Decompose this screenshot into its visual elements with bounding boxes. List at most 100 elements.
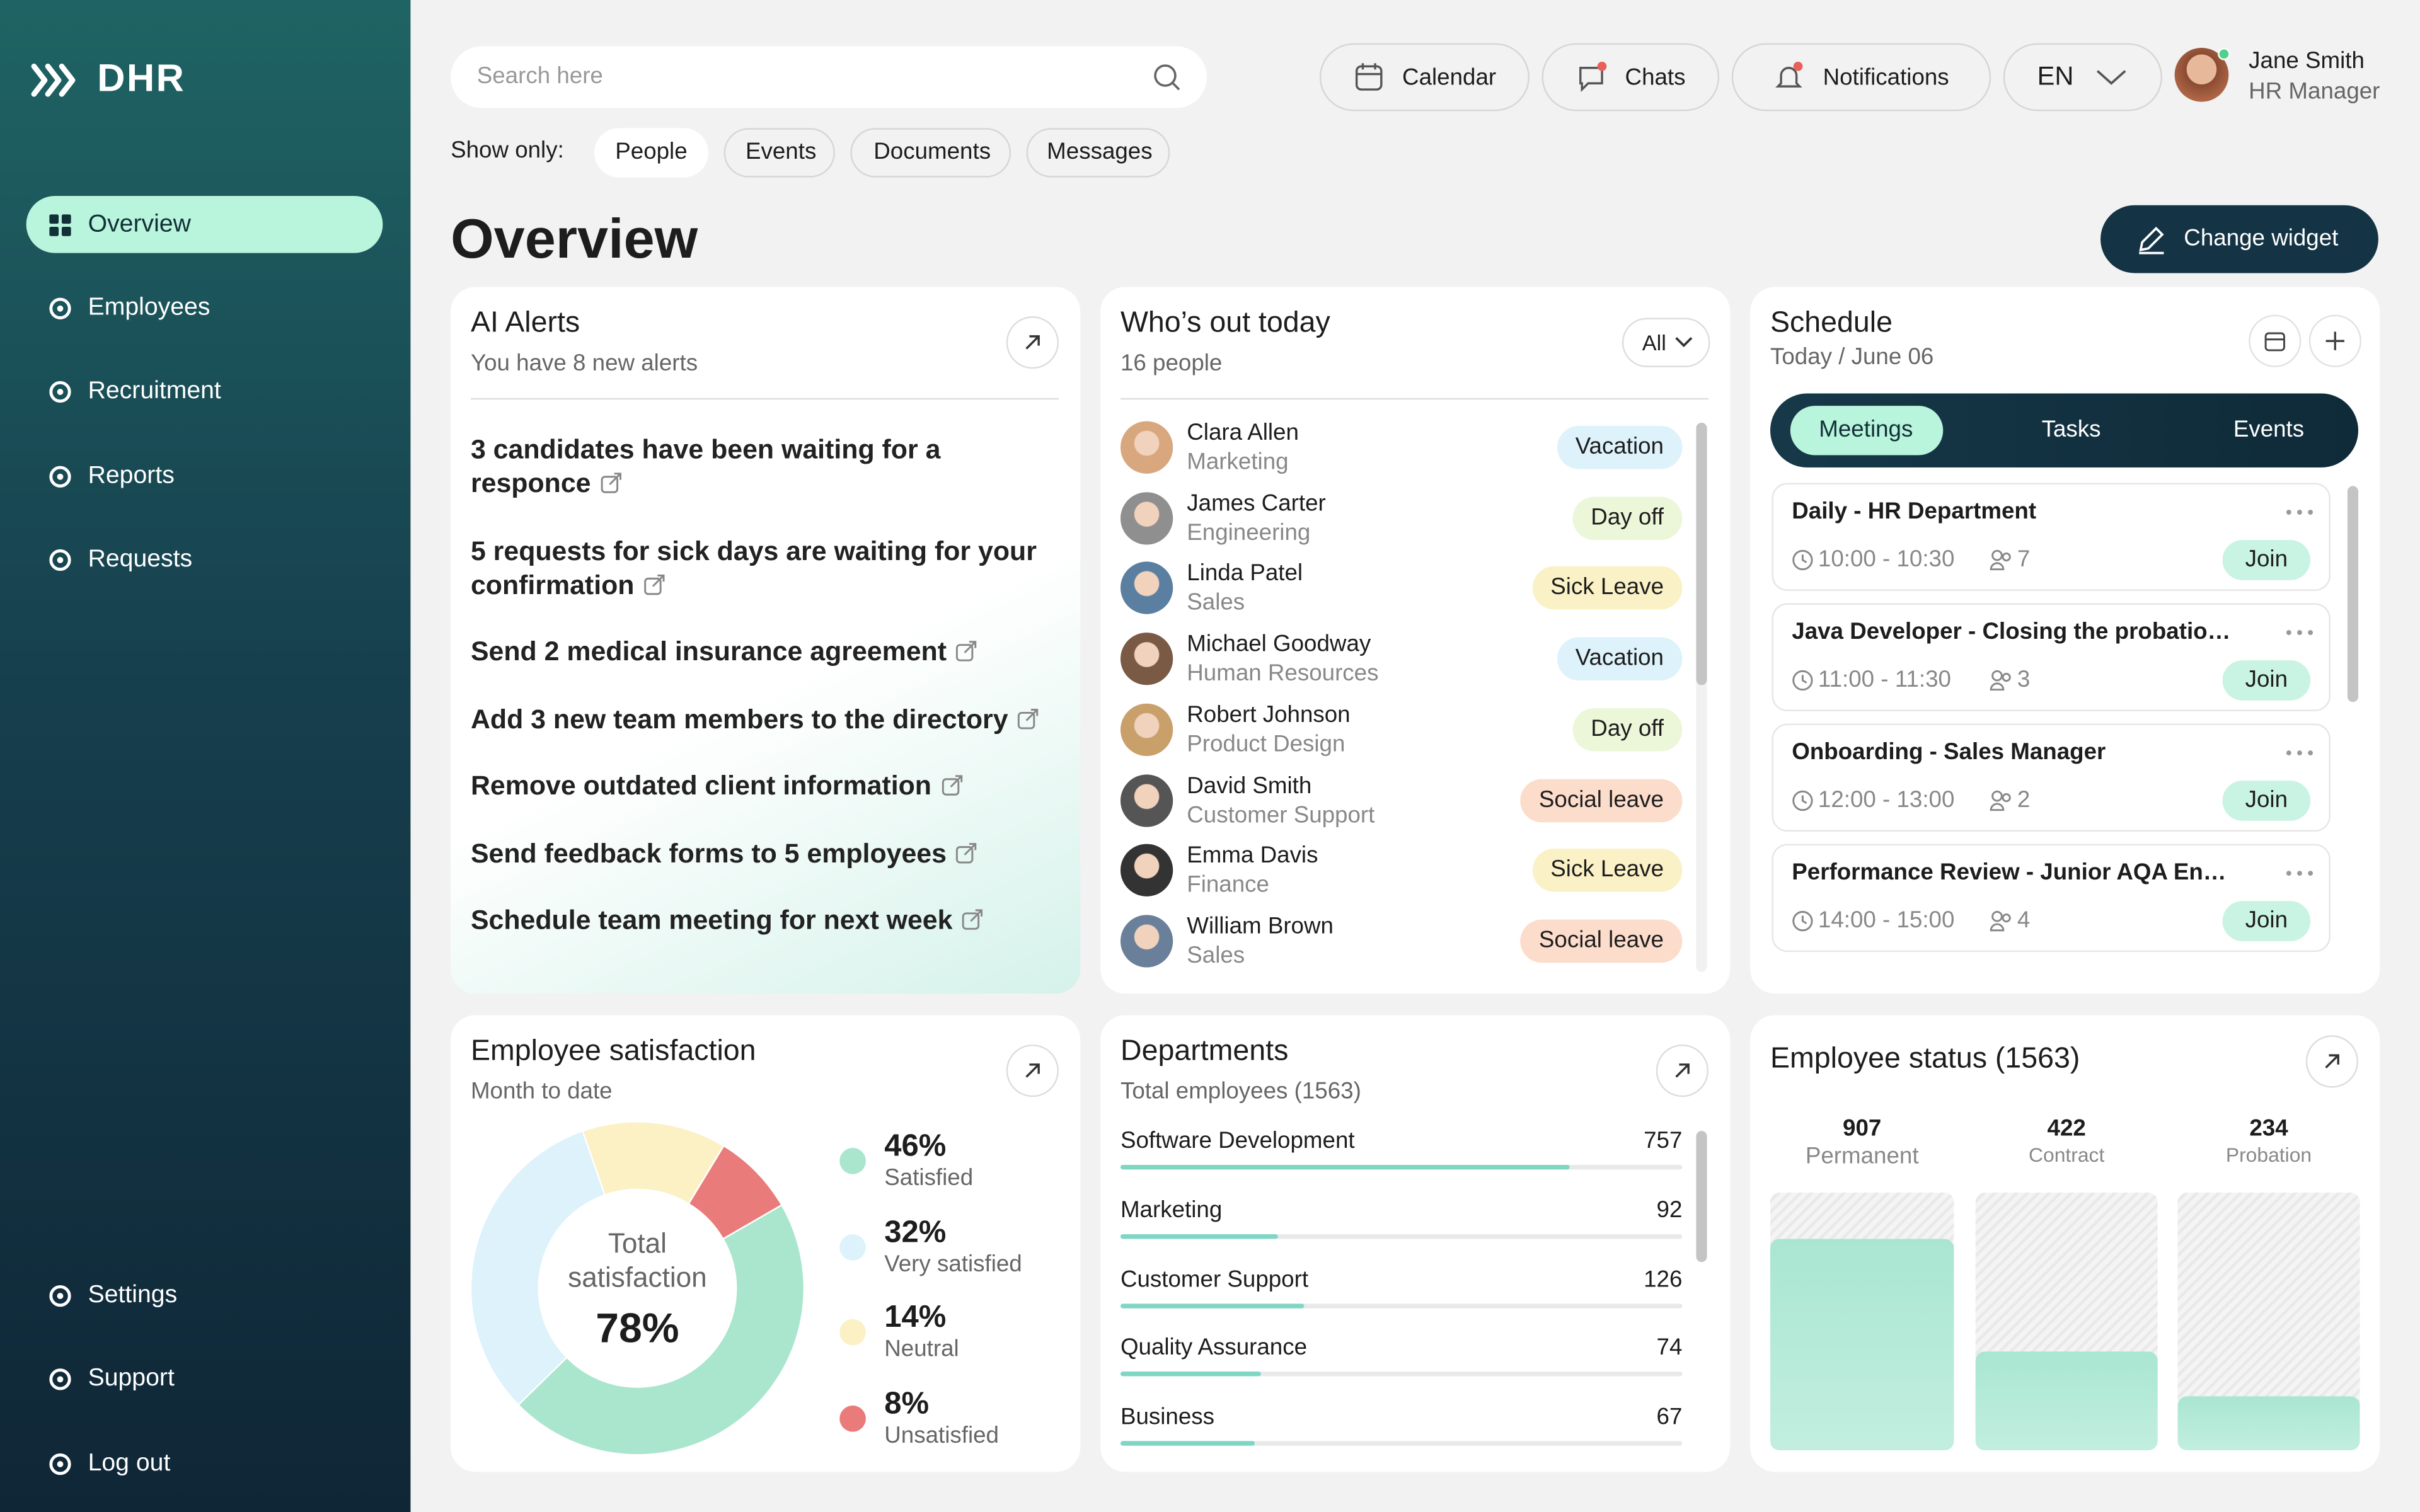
ai-alerts-card: AI Alerts You have 8 new alerts 3 candidat… (451, 287, 1081, 994)
sidebar: DHR Overview Employees Recruitment Reports Re… (0, 0, 411, 1512)
person-name: Michael Goodway (1187, 631, 1371, 658)
clock-icon (1792, 910, 1813, 932)
external-link-icon (1018, 709, 1039, 730)
nav-item[interactable]: Overview (26, 195, 383, 253)
nav-item[interactable]: Recruitment (26, 363, 383, 420)
bar-track (1120, 1441, 1683, 1446)
nav-item[interactable]: Requests (26, 531, 383, 588)
more-icon (2297, 630, 2302, 636)
clock-icon (1792, 670, 1813, 691)
join-button[interactable]: Join (2222, 660, 2311, 701)
clock-icon (1801, 795, 1807, 804)
people-icon (1990, 549, 2011, 571)
header-button[interactable]: Chats (1541, 43, 1720, 112)
alert-item[interactable]: 3 candidates have been waiting for a res… (470, 433, 941, 499)
bar (2177, 1395, 2360, 1451)
legend-dot (839, 1319, 866, 1346)
nav-item[interactable]: Settings (26, 1266, 383, 1323)
nav-icon (57, 473, 64, 479)
user-name: Jane Smith (2249, 47, 2365, 74)
language-select[interactable]: EN (2003, 43, 2163, 112)
more-icon (2297, 750, 2302, 756)
nav-item[interactable]: Support (26, 1350, 383, 1407)
join-button[interactable]: Join (2222, 781, 2311, 821)
user-role: HR Manager (2249, 78, 2380, 105)
alert-item[interactable]: Send feedback forms to 5 employees (471, 836, 1049, 870)
nav-item[interactable]: Reports (26, 447, 383, 504)
person-name: James Carter (1187, 490, 1326, 517)
bar (1120, 1303, 1304, 1308)
alert-item[interactable]: Remove outdated client information (471, 769, 1049, 803)
expand-button[interactable] (2305, 1035, 2359, 1088)
header-button[interactable]: Calendar (1319, 43, 1530, 112)
expand-button[interactable] (1656, 1044, 1709, 1097)
donut-slice (517, 1203, 805, 1456)
page-title: Overview (451, 207, 698, 270)
person-department: Engineering (1187, 519, 1311, 546)
nav-icon (49, 226, 59, 236)
expand-button[interactable] (1006, 316, 1059, 369)
legend-dot (839, 1406, 866, 1432)
legend-value: 14% (884, 1301, 947, 1336)
button-icon (1579, 67, 1603, 93)
tab[interactable]: Meetings (1819, 416, 1913, 443)
more-icon (2297, 871, 2302, 876)
button-icon (1794, 61, 1803, 71)
expand-button[interactable] (1006, 1044, 1059, 1097)
clock-icon (1801, 675, 1807, 684)
logo-icon (31, 64, 76, 97)
nav-icon (49, 1452, 71, 1475)
change-widget-button[interactable]: Change widget (2100, 205, 2378, 273)
tab[interactable]: Tasks (2041, 416, 2101, 443)
nav-icon (61, 226, 71, 236)
alert-item[interactable]: Send 2 medical insurance agreement (471, 634, 1049, 668)
status-pill: Social leave (1520, 778, 1683, 822)
more-icon (2308, 630, 2313, 636)
filter-chip[interactable]: Events (723, 128, 835, 178)
card-subtitle: You have 8 new alerts (470, 350, 698, 377)
person-avatar (1120, 633, 1173, 685)
clock-icon (1792, 670, 1813, 691)
filter-chip[interactable]: Documents (850, 128, 1011, 178)
button-icon (1775, 61, 1803, 88)
external-link-icon (652, 575, 665, 587)
clock-icon (1792, 549, 1813, 571)
card-title: Who’s out today (1120, 307, 1330, 340)
join-button[interactable]: Join (2222, 540, 2311, 580)
person-name: William Brown (1187, 913, 1334, 940)
button-label: Notifications (1823, 64, 1949, 91)
alert-item[interactable]: 5 requests for sick days are waiting for… (470, 535, 1037, 600)
add-button (2308, 314, 2361, 367)
external-link-icon (601, 476, 618, 493)
clock-icon (1792, 790, 1813, 811)
scrollbar-thumb (1696, 423, 1707, 685)
person-avatar (1120, 562, 1173, 615)
filter-chip[interactable]: People (594, 128, 709, 178)
people-icon (1991, 910, 2003, 922)
card-subtitle: Total employees (1563) (1120, 1078, 1361, 1105)
department-value: 757 (1644, 1128, 1683, 1154)
alert-item[interactable]: Add 3 new team members to the directory (471, 702, 1049, 736)
alert-item[interactable]: Schedule team meeting for next week (471, 903, 1049, 937)
filter-chip[interactable]: Messages (1026, 128, 1170, 178)
filter-select[interactable]: All (1622, 318, 1710, 367)
search-box[interactable]: Search here (451, 46, 1207, 108)
bar (1770, 1239, 1954, 1451)
brand: DHR (97, 57, 186, 101)
nav-item[interactable]: Log out (26, 1434, 383, 1491)
person-department: Sales (1187, 590, 1245, 617)
external-link-icon (644, 575, 665, 595)
header-button[interactable]: Notifications (1731, 43, 1991, 112)
person-avatar (1120, 703, 1173, 756)
people-icon (1991, 549, 2003, 561)
clock-icon (1792, 549, 1813, 571)
tab[interactable]: Events (2233, 416, 2305, 443)
nav-item[interactable]: Employees (26, 279, 383, 336)
meeting-title: Onboarding - Sales Manager (1792, 739, 2106, 765)
button-icon (1579, 61, 1607, 93)
meeting-time: 14:00 - 15:00 (1818, 907, 1955, 934)
meeting-title: Daily - HR Department (1792, 498, 2037, 525)
nav-icon (57, 305, 64, 312)
join-button[interactable]: Join (2222, 901, 2311, 941)
legend-label: Neutral (884, 1336, 959, 1363)
